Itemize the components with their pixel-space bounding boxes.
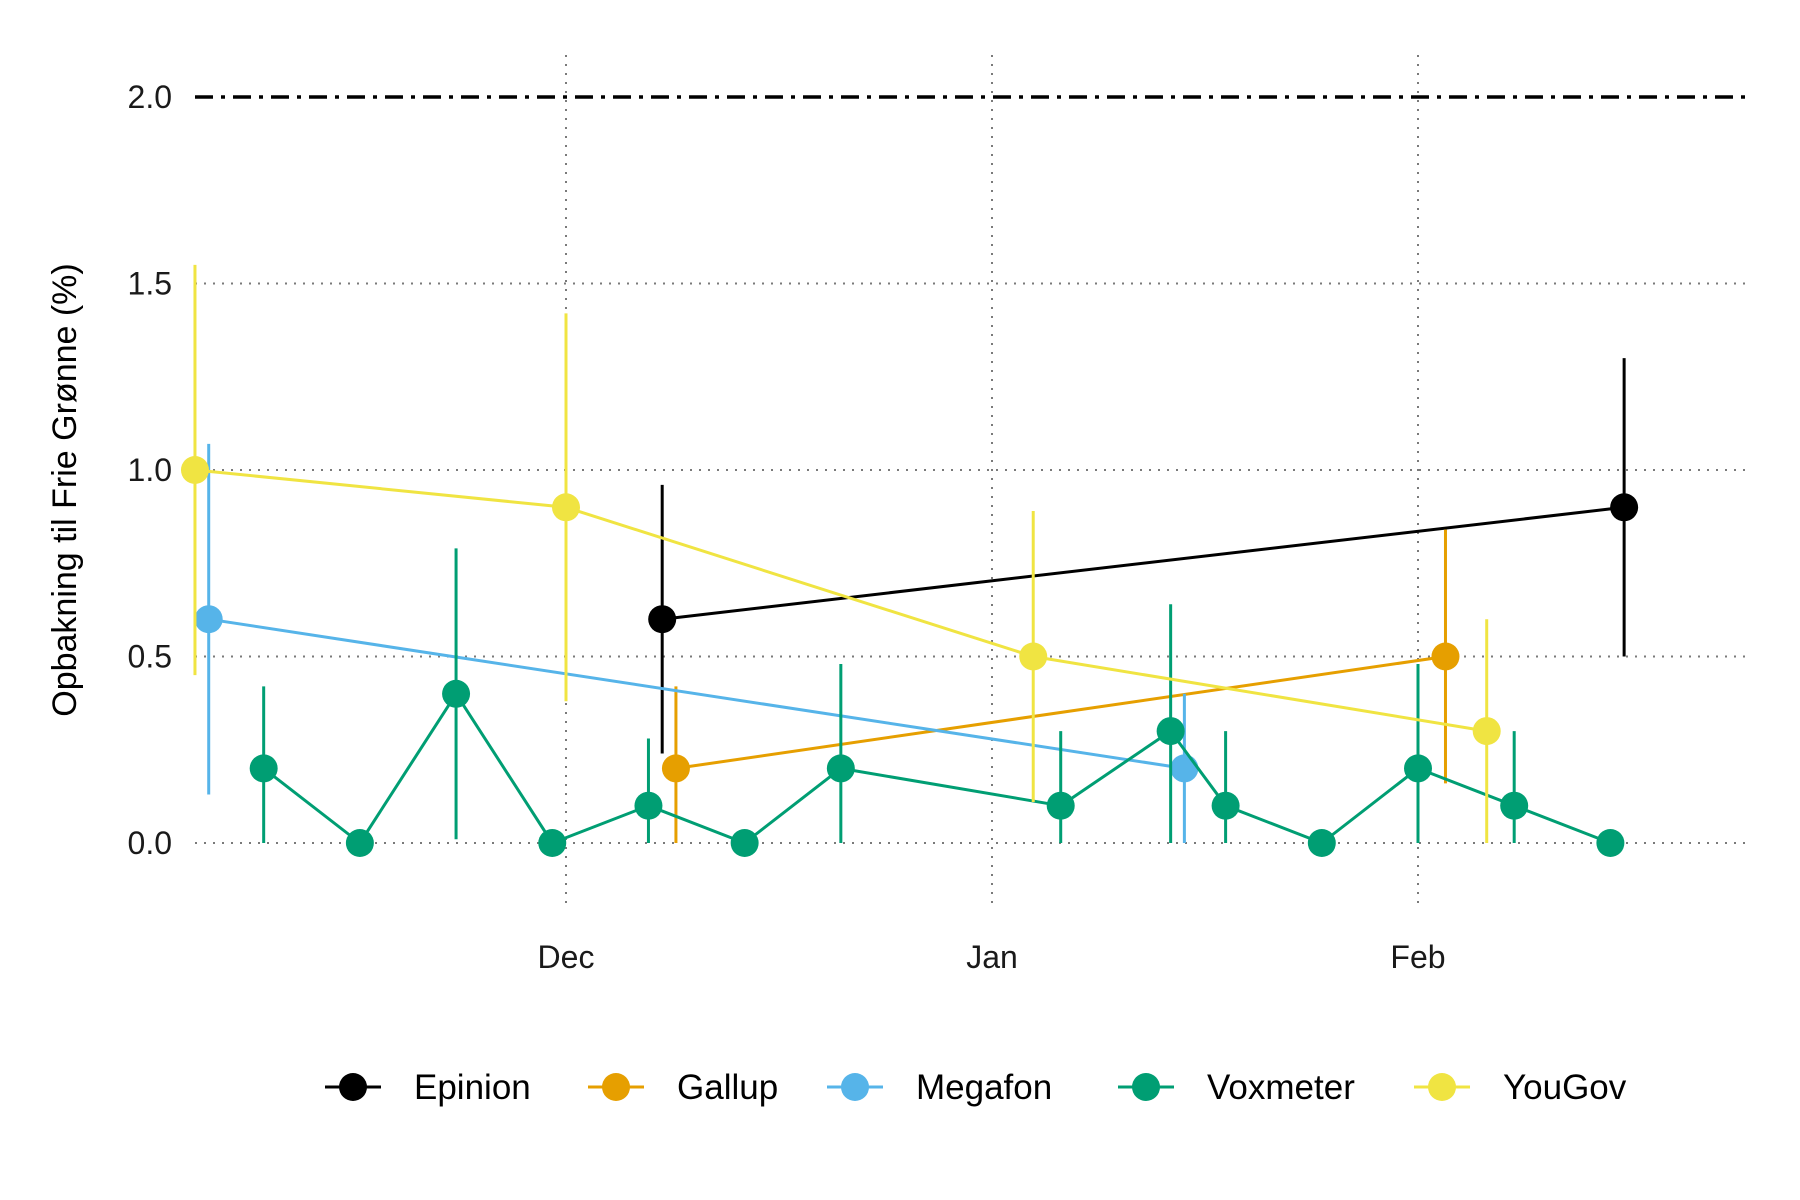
grid <box>195 55 1750 910</box>
data-point <box>1596 829 1625 857</box>
data-point <box>1431 642 1460 671</box>
x-tick-label: Jan <box>966 939 1018 975</box>
legend-key-point <box>339 1073 367 1101</box>
legend-key-point <box>841 1073 869 1101</box>
data-point <box>194 605 223 634</box>
x-tick-label: Feb <box>1390 939 1445 975</box>
legend-label: Epinion <box>414 1068 531 1107</box>
data-point <box>180 456 209 484</box>
data-point <box>1610 493 1639 522</box>
legend-item-voxmeter: Voxmeter <box>1118 1068 1355 1107</box>
data-point <box>648 605 677 634</box>
legend-label: Megafon <box>916 1068 1052 1107</box>
data-point <box>1404 754 1432 783</box>
legend-item-gallup: Gallup <box>588 1068 778 1107</box>
series-epinion <box>648 358 1639 754</box>
legend-label: Gallup <box>677 1068 778 1107</box>
data-point <box>249 754 278 783</box>
y-tick-label: 1.0 <box>128 452 172 488</box>
x-tick-label: Dec <box>538 939 595 975</box>
data-point <box>661 754 690 783</box>
series-line <box>208 617 1185 770</box>
data-point <box>1170 754 1199 783</box>
x-axis: Dec Jan Feb <box>538 939 1446 975</box>
data-point <box>826 754 855 783</box>
y-tick-label: 2.0 <box>128 79 172 115</box>
data-point <box>1156 717 1185 746</box>
series-line <box>662 505 1625 621</box>
data-point <box>552 493 580 522</box>
legend-key-point <box>1428 1073 1456 1101</box>
data-point <box>538 829 567 857</box>
data-point <box>1500 791 1529 820</box>
data-point <box>1472 717 1501 746</box>
data-point <box>1211 791 1240 820</box>
series-gallup <box>661 529 1460 843</box>
data-point <box>1307 829 1336 857</box>
legend-key-point <box>602 1073 630 1101</box>
legend-item-megafon: Megafon <box>827 1068 1052 1107</box>
series-yougov <box>180 264 1501 843</box>
data-point <box>634 791 663 820</box>
y-tick-label: 0.5 <box>128 639 172 675</box>
series-megafon <box>194 443 1199 843</box>
data-point <box>345 829 374 857</box>
data-point <box>442 679 471 708</box>
plot-area <box>180 264 1639 857</box>
y-tick-label: 1.5 <box>128 266 172 302</box>
legend: Epinion Gallup Megafon Voxmeter YouGov <box>325 1068 1627 1107</box>
data-point <box>730 829 759 857</box>
series-voxmeter <box>249 548 1625 857</box>
data-point <box>1046 791 1075 820</box>
series-line <box>675 655 1446 770</box>
y-axis: 0.0 0.5 1.0 1.5 2.0 <box>128 79 172 861</box>
legend-label: Voxmeter <box>1207 1068 1355 1107</box>
legend-key-point <box>1132 1073 1160 1101</box>
series-line <box>194 468 1487 733</box>
legend-label: YouGov <box>1503 1068 1627 1107</box>
series-line <box>262 692 1611 845</box>
legend-item-yougov: YouGov <box>1414 1068 1627 1107</box>
data-point <box>1019 642 1048 671</box>
legend-item-epinion: Epinion <box>325 1068 531 1107</box>
y-axis-title: Opbakning til Frie Grønne (%) <box>46 263 84 717</box>
y-tick-label: 0.0 <box>128 825 172 861</box>
